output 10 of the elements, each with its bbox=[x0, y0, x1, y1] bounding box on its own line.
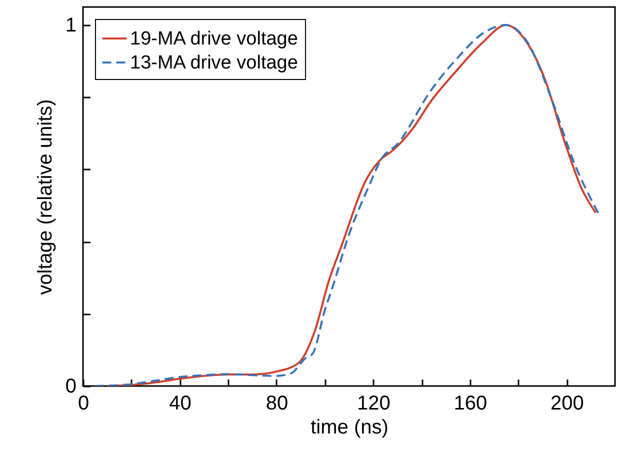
x-tick-label: 120 bbox=[356, 392, 390, 414]
y-axis-title: voltage (relative units) bbox=[34, 99, 56, 295]
x-tick-label: 200 bbox=[550, 392, 584, 414]
x-axis-title: time (ns) bbox=[310, 416, 388, 438]
x-tick-label: 80 bbox=[266, 392, 288, 414]
legend-label: 19-MA drive voltage bbox=[130, 28, 298, 50]
x-tick-label: 160 bbox=[454, 392, 488, 414]
legend-label: 13-MA drive voltage bbox=[130, 52, 298, 74]
y-tick-label: 1 bbox=[65, 14, 76, 37]
x-tick-label: 40 bbox=[169, 392, 192, 414]
